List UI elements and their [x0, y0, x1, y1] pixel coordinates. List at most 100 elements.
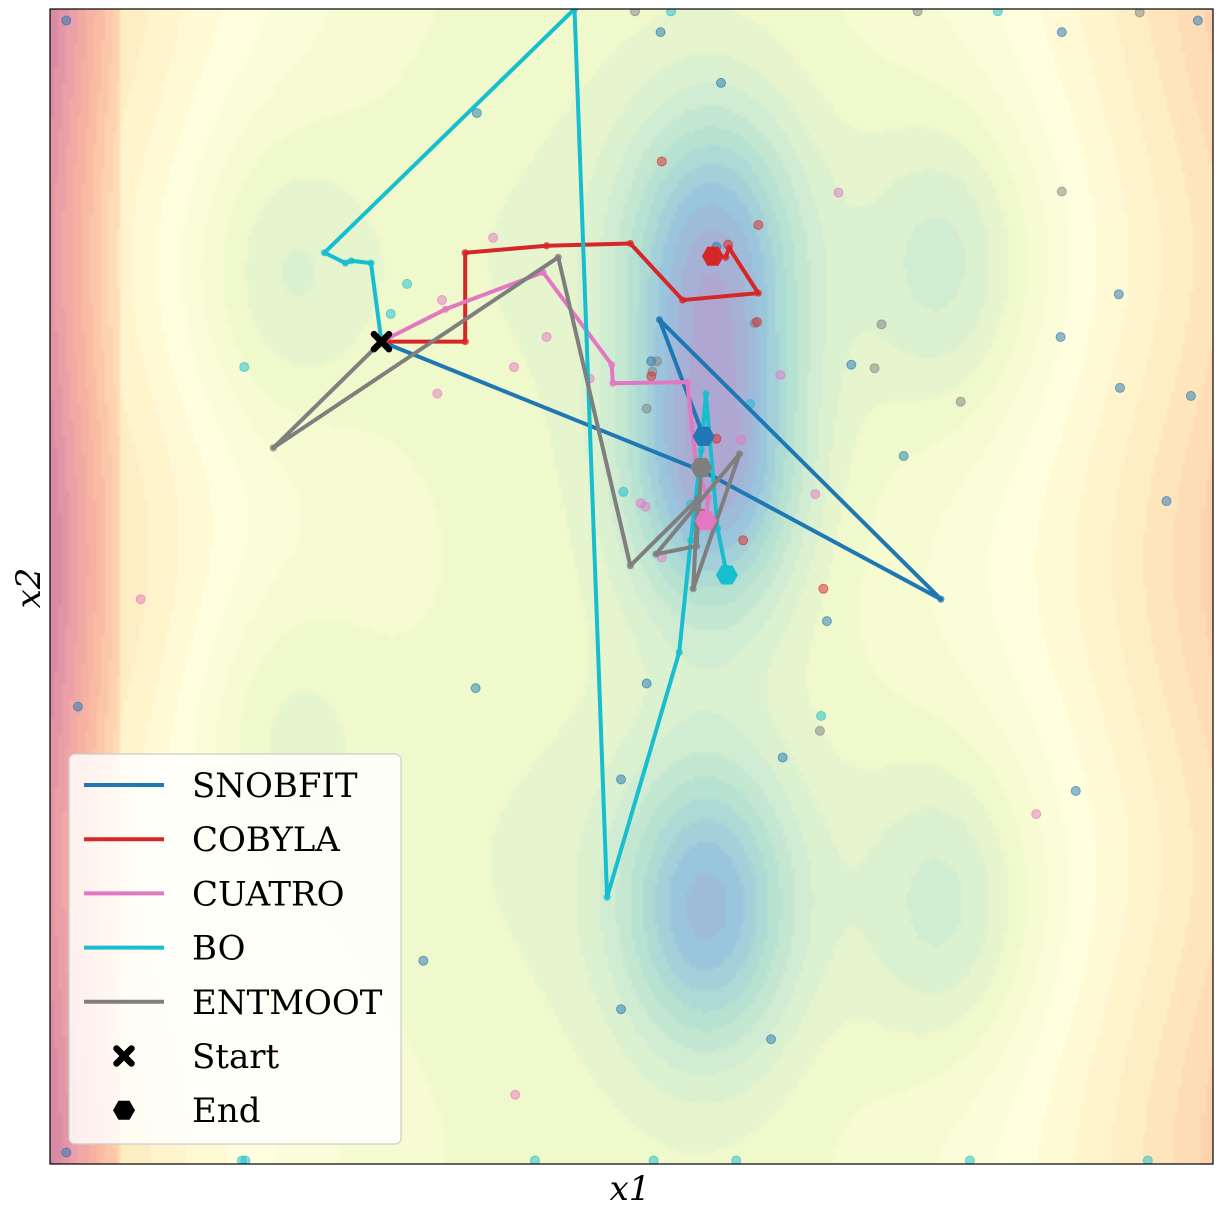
series-point-bo	[687, 536, 695, 544]
scatter-point	[816, 710, 827, 721]
legend: SNOBFIT COBYLA CUATRO BO ENTMOOT Start End	[68, 753, 402, 1145]
legend-label: COBYLA	[192, 820, 340, 860]
scatter-point	[641, 403, 652, 414]
scatter-point	[775, 370, 786, 381]
series-point-bo	[675, 648, 683, 656]
scatter-point	[752, 317, 763, 328]
series-point-entmoot	[652, 550, 660, 558]
x-axis-label: x1	[610, 1169, 651, 1209]
scatter-point	[402, 278, 413, 289]
scatter-point	[239, 362, 250, 373]
legend-box	[68, 753, 402, 1145]
scatter-point	[1055, 332, 1066, 343]
scatter-point	[898, 450, 909, 461]
scatter-point	[655, 27, 666, 38]
scatter-point	[1161, 496, 1172, 507]
series-point-cobyla	[754, 289, 762, 297]
legend-label: Start	[192, 1037, 279, 1077]
series-point-bo	[341, 259, 350, 267]
scatter-point	[1134, 9, 1145, 18]
start-marker	[370, 330, 393, 353]
scatter-point	[869, 363, 880, 374]
scatter-point	[1056, 27, 1067, 38]
legend-item-end: End	[113, 1091, 260, 1131]
series-point-cobyla	[461, 338, 469, 346]
series-point-bo	[697, 446, 705, 454]
scatter-point	[652, 356, 663, 367]
scatter-point	[135, 594, 146, 605]
scatter-point	[432, 388, 443, 399]
scatter-point	[236, 1155, 247, 1164]
scatter-point	[735, 434, 746, 445]
scatter-point	[418, 955, 429, 966]
series-point-entmoot	[269, 444, 277, 452]
series-point-entmoot	[689, 585, 697, 593]
series-point-entmoot	[626, 562, 634, 570]
legend-label: End	[192, 1091, 260, 1131]
scatter-point	[61, 15, 72, 26]
scatter-point	[616, 774, 627, 785]
legend-label: BO	[192, 929, 246, 969]
scatter-point	[470, 683, 481, 694]
scatter-point	[992, 9, 1003, 17]
scatter-point	[666, 9, 677, 17]
scatter-point	[738, 535, 749, 546]
legend-item-bo: BO	[84, 929, 246, 969]
end-marker-snobfit	[692, 426, 715, 446]
scatter-point	[510, 1089, 521, 1100]
scatter-point	[635, 498, 646, 509]
scatter-point	[72, 701, 83, 712]
scatter-point	[1070, 785, 1081, 796]
scatter-point	[814, 725, 825, 736]
scatter-point	[731, 1155, 742, 1164]
legend-item-snobfit: SNOBFIT	[84, 766, 358, 806]
scatter-point	[529, 1155, 540, 1164]
series-point-snobfit	[937, 595, 945, 603]
scatter-point	[912, 9, 923, 17]
scatter-point	[876, 319, 887, 330]
scatter-point	[821, 616, 832, 627]
scatter-point	[1031, 809, 1042, 820]
scatter-point	[541, 332, 552, 343]
series-point-entmoot	[736, 450, 744, 458]
marker-layer	[370, 246, 738, 585]
scatter-point	[716, 77, 727, 88]
scatter-point	[656, 156, 667, 167]
scatter-point	[436, 295, 447, 306]
series-point-cobyla	[461, 249, 469, 257]
scatter-point	[1192, 15, 1203, 26]
series-point-entmoot	[694, 495, 702, 503]
series-point-cobyla	[679, 296, 687, 304]
scatter-point	[61, 1147, 72, 1158]
scatter-point	[641, 678, 652, 689]
scatter-point	[616, 1004, 627, 1015]
scatter-point	[618, 486, 629, 497]
scatter-point	[648, 1155, 659, 1164]
legend-swatch-end-icon	[113, 1100, 135, 1120]
scatter-point	[646, 371, 657, 382]
legend-item-entmoot: ENTMOOT	[84, 983, 383, 1023]
scatter-point	[629, 9, 640, 17]
y-axis-label: x2	[9, 568, 49, 609]
scatter-point	[766, 1034, 777, 1045]
series-point-cobyla	[722, 253, 730, 261]
scatter-point	[964, 1155, 975, 1164]
series-point-cobyla	[543, 242, 551, 250]
legend-item-start: Start	[113, 1037, 279, 1077]
legend-label: SNOBFIT	[192, 766, 358, 806]
scatter-point	[1056, 186, 1067, 197]
series-point-cuatro	[609, 379, 617, 387]
legend-item-cobyla: COBYLA	[84, 820, 340, 860]
end-marker-bo	[715, 565, 738, 585]
scatter-point	[385, 308, 396, 319]
series-point-cobyla	[725, 244, 733, 252]
scatter-point	[1142, 1155, 1153, 1164]
series-point-bo	[603, 893, 611, 901]
scatter-point	[1114, 382, 1125, 393]
series-point-cuatro	[683, 378, 691, 386]
series-point-entmoot	[554, 253, 562, 261]
scatter-point	[471, 107, 482, 118]
series-point-snobfit	[655, 316, 664, 324]
plot-frame	[49, 8, 1214, 1165]
